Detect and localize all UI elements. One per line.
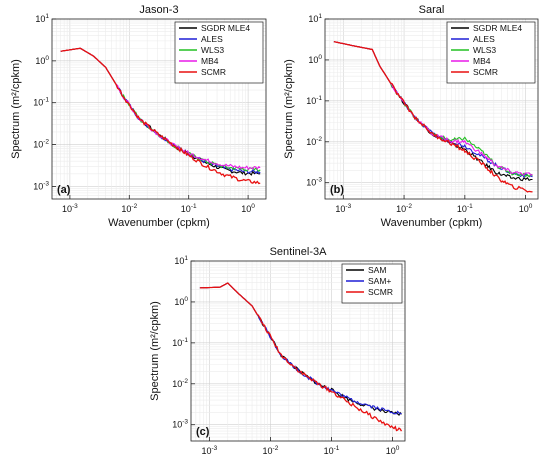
y-tick-label: 10-3 [172,419,188,430]
x-tick-label: 10-2 [263,445,279,456]
y-tick-label: 100 [35,55,49,66]
x-tick-label: 100 [519,203,533,214]
x-tick-label: 10-3 [335,203,351,214]
y-tick-label: 10-2 [172,378,188,389]
y-tick-label: 10-1 [306,95,322,106]
y-tick-label: 101 [308,13,322,24]
y-tick-label: 10-1 [33,97,49,108]
x-axis-label: Wavenumber (cpkm) [108,217,210,229]
legend-entry: SAM [368,265,386,275]
chart-2: 10-3 10-2 10-1 100 10-3 10-2 10-1 100 101 Saral Wa… [283,4,539,229]
legend-entry: MB4 [201,56,219,66]
legend-entry: ALES [201,34,223,44]
legend-entry: SCMR [201,67,226,77]
x-axis-label: Wavenumber (cpkm) [381,217,483,229]
x-tick-label: 10-3 [62,203,78,214]
panel-label: (a) [57,184,71,196]
axes-frame [324,18,539,200]
legend-entry: SAM+ [368,276,391,286]
panel-label: (c) [196,426,210,438]
x-axis: 10-3 10-2 10-1 100 [201,437,400,456]
y-axis: 10-3 10-2 10-1 100 101 [306,13,329,188]
y-axis-label: Spectrum (m²/cpkm) [10,59,22,159]
y-tick-label: 10-1 [172,337,188,348]
axes-frame [190,260,406,442]
grid [51,18,267,200]
x-tick-label: 100 [241,203,255,214]
legend-entry: SCMR [368,287,393,297]
legend-entry: MB4 [473,56,491,66]
x-axis: 10-3 10-2 10-1 100 [335,195,533,214]
series-line-scmr [60,47,261,185]
y-axis: 10-3 10-2 10-1 100 101 [172,255,195,430]
series-line-scmr [333,40,533,193]
x-tick-label: 10-1 [324,445,340,456]
x-tick-label: 10-1 [181,203,197,214]
chart-1: 10-3 10-2 10-1 100 10-3 10-2 10-1 100 101 Jason-3… [10,4,267,229]
legend-box [174,21,264,84]
chart-title: Sentinel-3A [270,246,328,258]
chart-title: Saral [419,4,445,16]
y-tick-label: 10-3 [306,177,322,188]
y-tick-label: 100 [308,54,322,65]
y-axis-label: Spectrum (m²/cpkm) [283,59,295,159]
y-tick-label: 100 [174,296,188,307]
y-tick-label: 10-3 [33,180,49,191]
x-tick-label: 100 [386,445,400,456]
y-axis: 10-3 10-2 10-1 100 101 [33,13,56,191]
legend-entry: WLS3 [473,45,496,55]
legend-entry: SGDR MLE4 [473,23,522,33]
panel-label: (b) [330,184,344,196]
legend-entry: ALES [473,34,495,44]
axes-frame [51,18,267,200]
y-tick-label: 101 [35,13,49,24]
legend-entry: SGDR MLE4 [201,23,250,33]
x-tick-label: 10-1 [457,203,473,214]
legend-entry: SCMR [473,67,498,77]
y-tick-label: 10-2 [306,136,322,147]
series-line-scmr [199,282,403,432]
chart-title: Jason-3 [139,4,178,16]
x-tick-label: 10-2 [121,203,137,214]
y-tick-label: 101 [174,255,188,266]
legend-box [446,21,536,84]
x-axis: 10-3 10-2 10-1 100 [62,195,255,214]
legend-entry: WLS3 [201,45,224,55]
y-tick-label: 10-2 [33,139,49,150]
x-tick-label: 10-3 [201,445,217,456]
x-tick-label: 10-2 [396,203,412,214]
chart-3: 10-3 10-2 10-1 100 10-3 10-2 10-1 100 101 Sentine… [149,246,406,465]
y-axis-label: Spectrum (m²/cpkm) [149,301,161,401]
